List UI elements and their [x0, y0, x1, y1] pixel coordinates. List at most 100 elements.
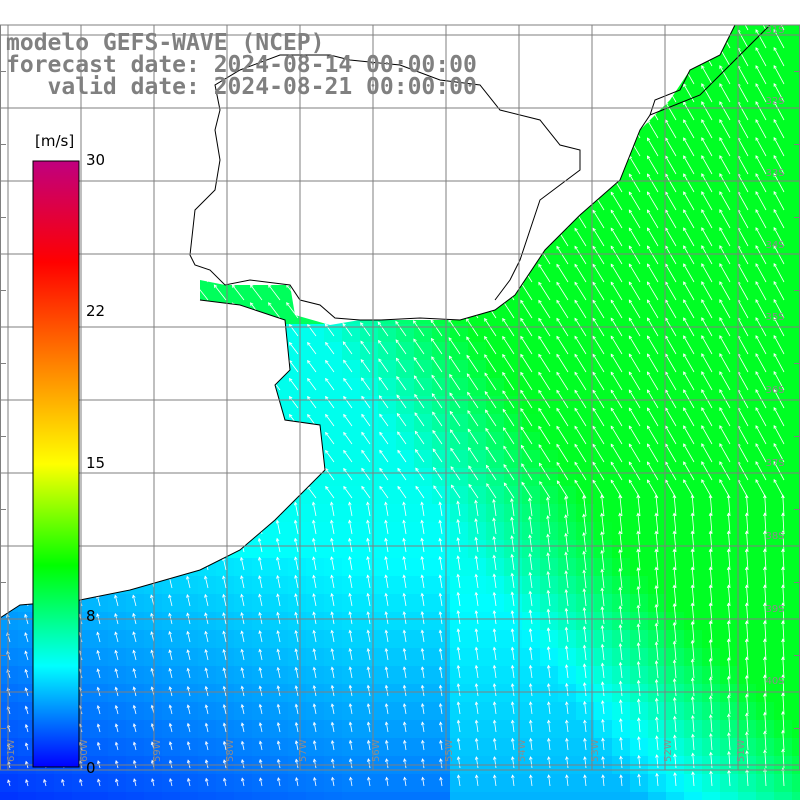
field-cell [522, 738, 540, 756]
field-cell [270, 108, 288, 126]
field-cell [630, 414, 648, 432]
field-cell [90, 432, 108, 450]
field-cell [684, 432, 702, 450]
field-cell [612, 378, 630, 396]
wind-arrow [636, 494, 641, 517]
field-cell [450, 396, 468, 414]
field-cell [702, 486, 720, 504]
wind-arrow [474, 719, 479, 733]
field-cell [792, 414, 800, 432]
field-cell [540, 90, 558, 108]
wind-arrow [610, 479, 623, 499]
field-cell [378, 25, 396, 36]
field-cell [450, 378, 468, 396]
wind-arrow [403, 776, 407, 787]
field-cell [360, 396, 378, 414]
wind-arrow [276, 593, 281, 607]
wind-arrow [744, 548, 749, 571]
wind-arrow [520, 227, 533, 247]
wind-arrow [203, 537, 209, 553]
field-cell [594, 414, 612, 432]
field-cell [216, 396, 234, 414]
wind-arrow [18, 234, 29, 247]
field-cell [234, 342, 252, 360]
field-cell [486, 0, 504, 18]
wind-arrow [474, 737, 479, 751]
field-cell [234, 504, 252, 522]
wind-arrow [144, 216, 155, 229]
wind-arrow [395, 302, 407, 319]
wind-arrow [592, 335, 605, 355]
wind-arrow [583, 737, 587, 751]
field-cell [738, 558, 756, 576]
wind-arrow [502, 29, 515, 49]
wind-arrow [719, 389, 731, 409]
field-cell [432, 288, 450, 306]
wind-arrow [726, 620, 731, 643]
field-cell [342, 576, 360, 594]
wind-arrow [126, 432, 137, 445]
field-cell [558, 234, 576, 252]
wind-arrow [763, 768, 767, 787]
field-cell [702, 0, 720, 18]
wind-arrow [755, 227, 767, 247]
field-cell [720, 738, 738, 756]
wind-arrow [727, 732, 731, 751]
field-cell [576, 144, 594, 162]
field-cell [684, 522, 702, 540]
wind-arrow [484, 263, 497, 283]
wind-arrow [375, 102, 389, 121]
field-cell [252, 108, 270, 126]
field-cell [324, 540, 342, 558]
longitude-label: 51W [736, 739, 747, 762]
field-cell [774, 378, 792, 396]
field-cell [666, 180, 684, 198]
wind-arrow [216, 360, 227, 373]
field-cell [684, 90, 702, 108]
field-cell [396, 558, 414, 576]
field-cell [450, 108, 468, 126]
wind-arrow [0, 360, 11, 373]
wind-arrow [361, 377, 371, 391]
field-cell [216, 504, 234, 522]
field-cell [90, 0, 108, 18]
wind-arrow [403, 739, 407, 751]
field-cell [774, 342, 792, 360]
field-cell [216, 126, 234, 144]
wind-arrow [636, 567, 641, 589]
wind-arrow [270, 486, 281, 499]
field-cell [414, 342, 432, 360]
field-cell [648, 738, 666, 756]
field-cell [792, 108, 800, 126]
field-cell [720, 234, 738, 252]
field-cell [720, 648, 738, 666]
wind-arrow [23, 538, 29, 553]
field-cell [540, 558, 558, 576]
field-cell [684, 774, 702, 792]
field-cell [576, 198, 594, 216]
wind-arrow [502, 371, 515, 391]
wind-arrow [267, 104, 281, 121]
field-cell [702, 504, 720, 522]
field-cell [234, 486, 252, 504]
wind-arrow [773, 208, 785, 229]
wind-arrow [528, 552, 533, 571]
wind-arrow [384, 574, 389, 589]
wind-arrow [773, 370, 785, 391]
wind-arrow [502, 137, 515, 157]
wind-arrow [520, 389, 533, 409]
field-cell [216, 378, 234, 396]
field-cell [648, 594, 666, 612]
wind-arrow [258, 758, 263, 769]
wind-arrow [510, 553, 515, 571]
field-cell [540, 774, 558, 792]
field-cell [684, 630, 702, 648]
wind-arrow [24, 742, 29, 751]
wind-arrow [592, 425, 605, 445]
wind-arrow [23, 519, 29, 535]
field-cell [180, 432, 198, 450]
wind-arrow [528, 497, 533, 517]
wind-arrow [366, 721, 371, 733]
field-cell [792, 774, 800, 792]
wind-arrow [690, 512, 695, 535]
